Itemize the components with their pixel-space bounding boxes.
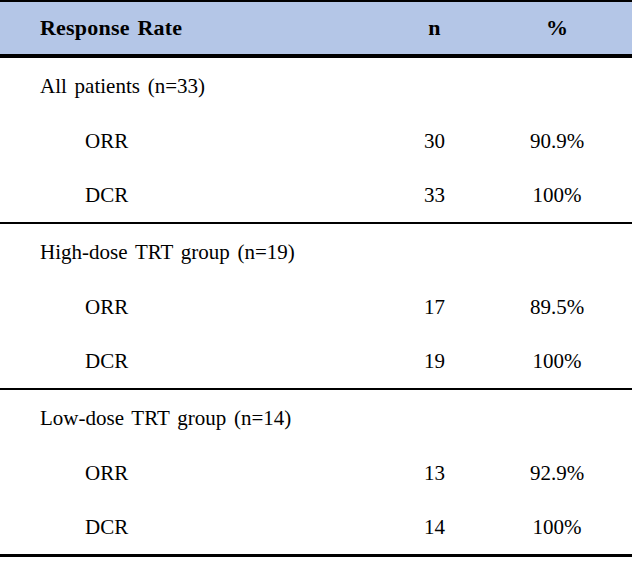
section-title: All patients (n=33)	[0, 74, 387, 99]
row-label: DCR	[0, 349, 387, 374]
row-n-value: 17	[387, 295, 482, 320]
table-row: DCR 33 100%	[0, 168, 632, 222]
section-title: High-dose TRT group (n=19)	[0, 240, 387, 265]
row-n-value: 19	[387, 349, 482, 374]
row-pct-value: 100%	[482, 515, 632, 540]
row-label: ORR	[0, 295, 387, 320]
row-pct-value: 100%	[482, 183, 632, 208]
row-pct-value: 100%	[482, 349, 632, 374]
section-all-patients: All patients (n=33) ORR 30 90.9% DCR 33 …	[0, 58, 632, 224]
row-label: DCR	[0, 183, 387, 208]
section-title-row: All patients (n=33)	[0, 58, 632, 114]
section-title-row: High-dose TRT group (n=19)	[0, 224, 632, 280]
section-low-dose: Low-dose TRT group (n=14) ORR 13 92.9% D…	[0, 390, 632, 557]
table-row: DCR 14 100%	[0, 500, 632, 554]
header-n: n	[387, 15, 482, 41]
header-percent: %	[482, 15, 632, 41]
header-response-rate: Response Rate	[0, 15, 387, 41]
table-row: ORR 30 90.9%	[0, 114, 632, 168]
row-n-value: 33	[387, 183, 482, 208]
table-row: DCR 19 100%	[0, 334, 632, 388]
section-title-row: Low-dose TRT group (n=14)	[0, 390, 632, 446]
row-label: ORR	[0, 461, 387, 486]
row-n-value: 30	[387, 129, 482, 154]
row-n-value: 13	[387, 461, 482, 486]
response-rate-table: Response Rate n % All patients (n=33) OR…	[0, 0, 632, 576]
table-row: ORR 13 92.9%	[0, 446, 632, 500]
row-label: DCR	[0, 515, 387, 540]
row-label: ORR	[0, 129, 387, 154]
row-pct-value: 90.9%	[482, 129, 632, 154]
section-high-dose: High-dose TRT group (n=19) ORR 17 89.5% …	[0, 224, 632, 390]
row-pct-value: 89.5%	[482, 295, 632, 320]
section-title: Low-dose TRT group (n=14)	[0, 406, 387, 431]
table-header-row: Response Rate n %	[0, 2, 632, 58]
row-n-value: 14	[387, 515, 482, 540]
table-row: ORR 17 89.5%	[0, 280, 632, 334]
row-pct-value: 92.9%	[482, 461, 632, 486]
